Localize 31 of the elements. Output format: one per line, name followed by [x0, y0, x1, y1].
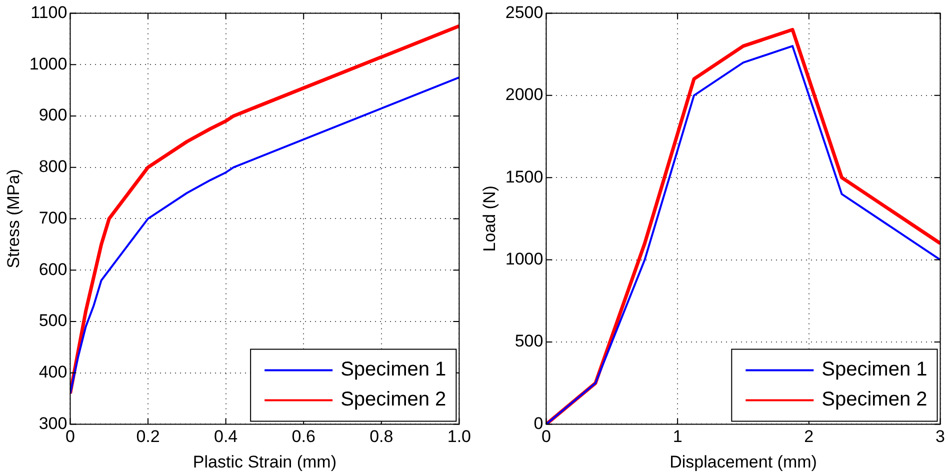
y-tick-label: 1100	[30, 2, 68, 22]
y-tick-label: 800	[38, 157, 68, 176]
y-tick-label: 1500	[505, 167, 544, 186]
x-tick-label: 0.8	[370, 427, 394, 446]
y-axis-title: Stress (MPa)	[4, 169, 23, 268]
y-tick-label: 0	[534, 414, 544, 433]
x-axis-title: Plastic Strain (mm)	[192, 452, 336, 472]
legend-label: Specimen 1	[340, 358, 446, 381]
legend-label: Specimen 2	[340, 388, 446, 411]
y-tick-label: 700	[38, 208, 68, 228]
y-tick-label: 500	[514, 332, 544, 351]
x-tick-label: 0.4	[214, 427, 238, 446]
y-tick-label: 2000	[505, 85, 544, 104]
x-tick-label: 0.6	[292, 427, 316, 446]
x-tick-label: 2	[804, 427, 814, 446]
x-tick-label: 1	[672, 427, 682, 446]
y-tick-label: 900	[38, 106, 68, 125]
y-tick-label: 1000	[505, 249, 544, 268]
y-tick-label: 400	[38, 362, 68, 382]
y-tick-label: 500	[38, 311, 68, 330]
x-axis-title: Displacement (mm)	[670, 452, 817, 472]
y-tick-label: 600	[38, 260, 68, 279]
y-axis-title: Load (N)	[480, 186, 499, 252]
legend-label: Specimen 1	[822, 358, 928, 381]
x-tick-label: 1.0	[447, 427, 472, 446]
x-tick-label: 0.2	[136, 427, 160, 446]
legend-label: Specimen 2	[822, 388, 928, 411]
y-tick-label: 300	[38, 414, 68, 433]
y-tick-label: 1000	[29, 54, 68, 74]
y-tick-label: 2500	[505, 2, 544, 22]
x-tick-label: 3	[936, 427, 946, 446]
